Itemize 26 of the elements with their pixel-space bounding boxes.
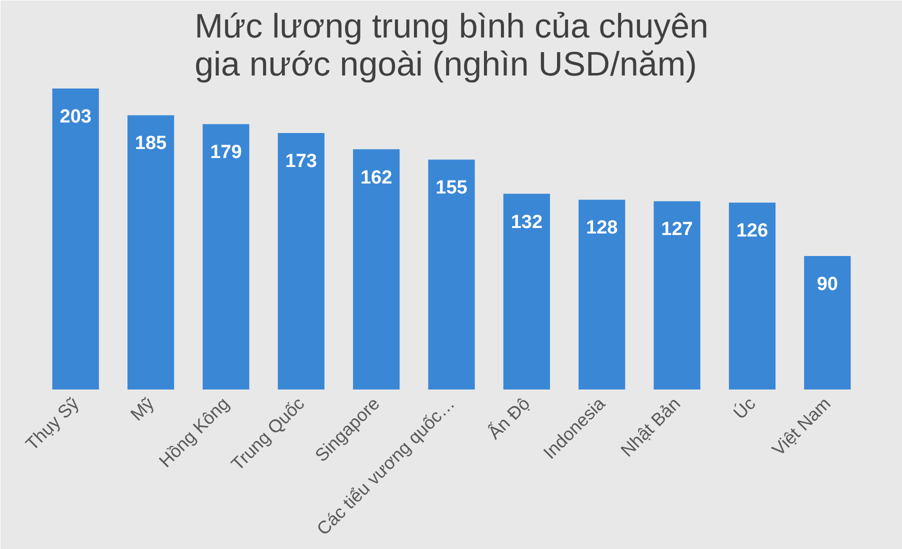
data-label: 132 — [510, 212, 543, 233]
bar — [202, 124, 250, 390]
data-label: 185 — [134, 133, 168, 154]
bar — [804, 256, 851, 390]
data-label: 128 — [586, 218, 618, 239]
x-tick-label: Mỹ — [126, 393, 158, 425]
bar — [127, 115, 174, 390]
data-label: 203 — [60, 106, 92, 128]
data-label: 155 — [436, 178, 468, 199]
bar — [654, 201, 700, 390]
bar — [353, 149, 400, 390]
data-label: 173 — [285, 150, 317, 172]
data-label: 127 — [661, 219, 693, 240]
bar — [428, 160, 475, 390]
bar — [728, 202, 776, 390]
chart-title: Mức lương trung bình của chuyên gia nước ngoài (nghìn USD/năm) — [194, 8, 708, 84]
x-tick-label: Úc — [730, 393, 760, 424]
bar — [578, 200, 626, 390]
data-label: 126 — [736, 220, 768, 242]
data-label: 179 — [210, 142, 242, 164]
bar — [52, 88, 99, 390]
data-label: 90 — [816, 274, 838, 296]
x-tick-label: Ấn Độ — [484, 392, 534, 443]
data-label: 162 — [360, 167, 392, 188]
bar — [278, 132, 324, 390]
bar — [503, 194, 550, 390]
